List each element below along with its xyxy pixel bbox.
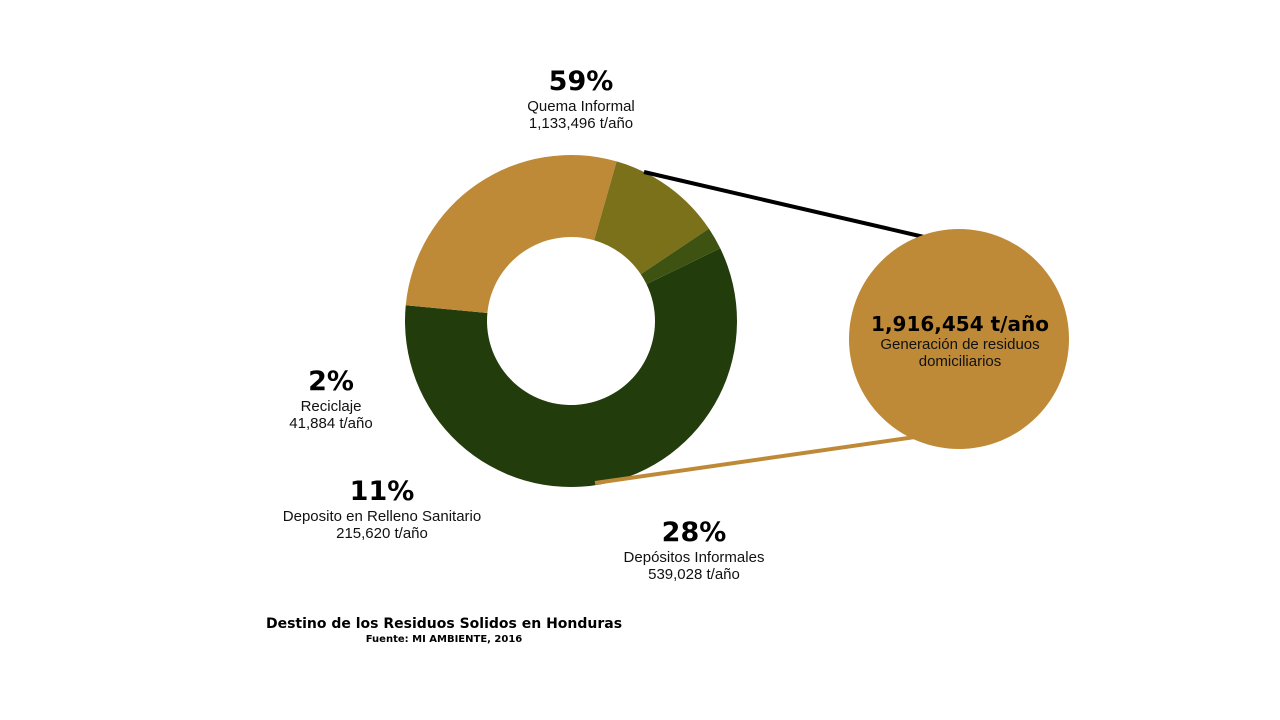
- connector-line-bottom: [594, 435, 916, 485]
- chart-footer: Destino de los Residuos Solidos en Hondu…: [266, 615, 622, 646]
- chart-title: Destino de los Residuos Solidos en Hondu…: [265, 616, 623, 632]
- total-value: 1,916,454 t/año: [871, 312, 1049, 336]
- label-depositos-informales: 28% Depósitos Informales 539,028 t/año: [624, 517, 765, 583]
- label-percent: 59%: [548, 66, 614, 97]
- label-category: Quema Informal: [527, 98, 635, 115]
- label-percent: 11%: [349, 476, 415, 507]
- chart-source: Fuente: MI AMBIENTE, 2016: [365, 634, 523, 645]
- connector-line-top: [643, 170, 925, 239]
- label-category: Depósitos Informales: [623, 549, 765, 566]
- label-category: Reciclaje: [300, 398, 362, 415]
- donut-slice-2: [594, 161, 709, 275]
- label-relleno-sanitario: 11% Deposito en Relleno Sanitario 215,62…: [283, 476, 481, 542]
- total-circle: [849, 229, 1069, 449]
- label-category: Deposito en Relleno Sanitario: [282, 508, 482, 525]
- label-value: 1,133,496 t/año: [528, 115, 634, 132]
- donut-slice-3: [640, 228, 721, 285]
- label-percent: 2%: [308, 366, 354, 397]
- label-quema-informal: 59% Quema Informal 1,133,496 t/año: [527, 66, 635, 132]
- label-percent: 28%: [661, 517, 727, 548]
- donut-slice-1: [405, 155, 617, 314]
- total-summary: 1,916,454 t/año Generación de residuos d…: [850, 312, 1070, 370]
- label-reciclaje: 2% Reciclaje 41,884 t/año: [289, 366, 372, 432]
- label-value: 215,620 t/año: [336, 525, 428, 542]
- label-value: 41,884 t/año: [289, 415, 373, 432]
- donut-slice-0: [405, 248, 738, 488]
- label-value: 539,028 t/año: [648, 566, 740, 583]
- total-description: Generación de residuos domiciliarios: [880, 336, 1040, 370]
